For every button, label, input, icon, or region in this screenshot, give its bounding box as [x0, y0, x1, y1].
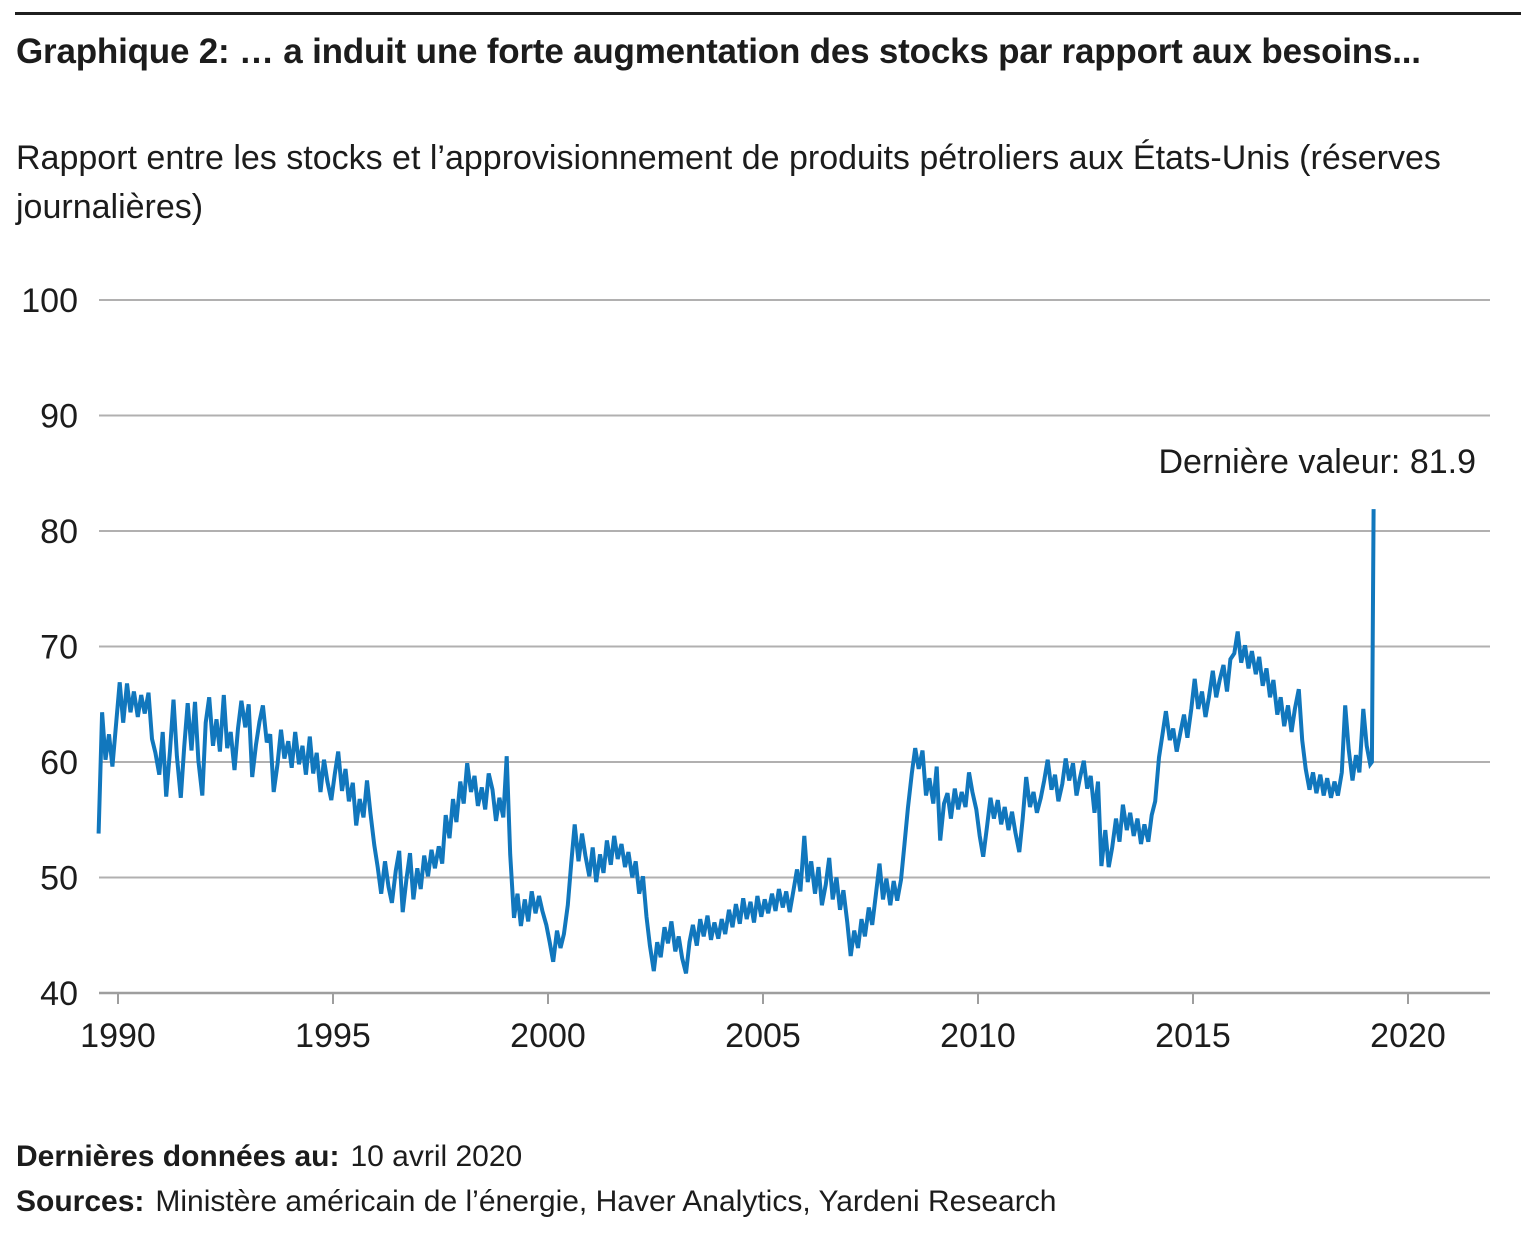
- y-tick-label-60: 60: [40, 744, 78, 782]
- x-tick-label-2020: 2020: [1370, 1017, 1446, 1055]
- footer-sources-label: Sources:: [16, 1185, 145, 1218]
- y-tick-label-90: 90: [40, 398, 78, 436]
- y-tick-label-70: 70: [40, 629, 78, 667]
- top-rule: [15, 12, 1521, 15]
- footer-last-data-value: 10 avril 2020: [350, 1140, 523, 1173]
- footer-sources-value: Ministère américain de l’énergie, Haver …: [155, 1185, 1057, 1218]
- footer-last-data-label: Dernières données au:: [16, 1140, 340, 1173]
- page-title: Graphique 2: … a induit une forte augmen…: [16, 32, 1421, 71]
- last-value-annotation: Dernière valeur: 81.9: [1158, 443, 1476, 481]
- y-tick-label-100: 100: [21, 282, 78, 320]
- footer-last-data: Dernières données au: 10 avril 2020: [16, 1140, 522, 1174]
- y-tick-label-80: 80: [40, 513, 78, 551]
- x-tick-label-2000: 2000: [510, 1017, 586, 1055]
- y-tick-label-40: 40: [40, 975, 78, 1013]
- x-tick-label-2010: 2010: [940, 1017, 1016, 1055]
- x-tick-label-2015: 2015: [1155, 1017, 1231, 1055]
- x-tick-label-2005: 2005: [725, 1017, 801, 1055]
- x-tick-label-1990: 1990: [80, 1017, 156, 1055]
- y-tick-label-50: 50: [40, 860, 78, 898]
- footer-sources: Sources: Ministère américain de l’énergie…: [16, 1185, 1056, 1219]
- data-line: [96, 509, 1376, 974]
- page-subtitle: Rapport entre les stocks et l’approvisio…: [16, 139, 1441, 226]
- x-tick-label-1995: 1995: [295, 1017, 371, 1055]
